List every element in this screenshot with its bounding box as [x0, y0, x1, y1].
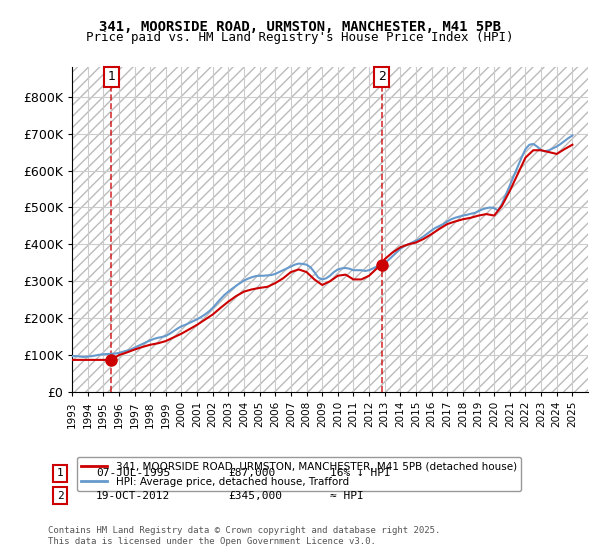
Text: £345,000: £345,000: [228, 491, 282, 501]
Text: 2: 2: [56, 491, 64, 501]
Legend: 341, MOORSIDE ROAD, URMSTON, MANCHESTER, M41 5PB (detached house), HPI: Average : 341, MOORSIDE ROAD, URMSTON, MANCHESTER,…: [77, 457, 521, 491]
Text: ≈ HPI: ≈ HPI: [330, 491, 364, 501]
Text: 2: 2: [377, 71, 386, 83]
Text: Contains HM Land Registry data © Crown copyright and database right 2025.
This d: Contains HM Land Registry data © Crown c…: [48, 526, 440, 546]
Text: 341, MOORSIDE ROAD, URMSTON, MANCHESTER, M41 5PB: 341, MOORSIDE ROAD, URMSTON, MANCHESTER,…: [99, 20, 501, 34]
Text: 1: 1: [56, 468, 64, 478]
Text: 16% ↓ HPI: 16% ↓ HPI: [330, 468, 391, 478]
Text: £87,000: £87,000: [228, 468, 275, 478]
Text: 07-JUL-1995: 07-JUL-1995: [96, 468, 170, 478]
Text: 19-OCT-2012: 19-OCT-2012: [96, 491, 170, 501]
Text: Price paid vs. HM Land Registry's House Price Index (HPI): Price paid vs. HM Land Registry's House …: [86, 31, 514, 44]
Text: 1: 1: [107, 71, 115, 83]
